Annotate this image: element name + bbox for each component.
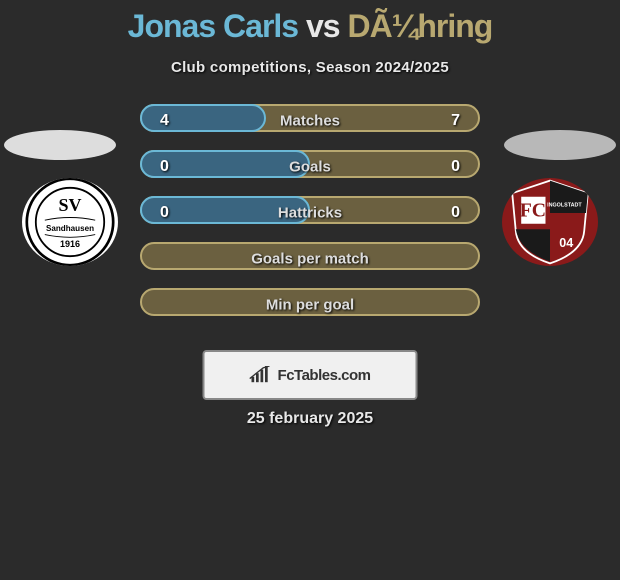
- stat-label: Min per goal: [266, 297, 354, 314]
- player2-name: DÃ¼hring: [347, 8, 492, 44]
- stat-row: 4 7 Matches: [0, 104, 620, 138]
- stat-row: Min per goal: [0, 288, 620, 322]
- stat-value-left: 4: [160, 112, 169, 130]
- stat-label: Hattricks: [278, 205, 342, 222]
- subtitle: Club competitions, Season 2024/2025: [0, 59, 620, 76]
- stat-value-right: 7: [451, 112, 460, 130]
- stat-value-right: 0: [451, 158, 460, 176]
- chart-icon: [250, 366, 272, 384]
- stat-value-left: 0: [160, 158, 169, 176]
- player1-name: Jonas Carls: [128, 8, 298, 44]
- stat-label: Goals: [289, 159, 331, 176]
- watermark-text: FcTables.com: [278, 367, 371, 384]
- comparison-title: Jonas Carls vs DÃ¼hring: [0, 0, 620, 45]
- stat-row: Goals per match: [0, 242, 620, 276]
- date-text: 25 february 2025: [247, 410, 373, 428]
- stats-area: 4 7 Matches 0 0 Goals 0 0 Hattricks Goals per mat…: [0, 104, 620, 334]
- watermark: FcTables.com: [203, 350, 418, 400]
- bar-left: [140, 104, 266, 132]
- stat-row: 0 0 Goals: [0, 150, 620, 184]
- vs-text: vs: [306, 8, 340, 44]
- stat-value-right: 0: [451, 204, 460, 222]
- stat-label: Matches: [280, 113, 340, 130]
- stat-label: Goals per match: [251, 251, 369, 268]
- stat-row: 0 0 Hattricks: [0, 196, 620, 230]
- stat-value-left: 0: [160, 204, 169, 222]
